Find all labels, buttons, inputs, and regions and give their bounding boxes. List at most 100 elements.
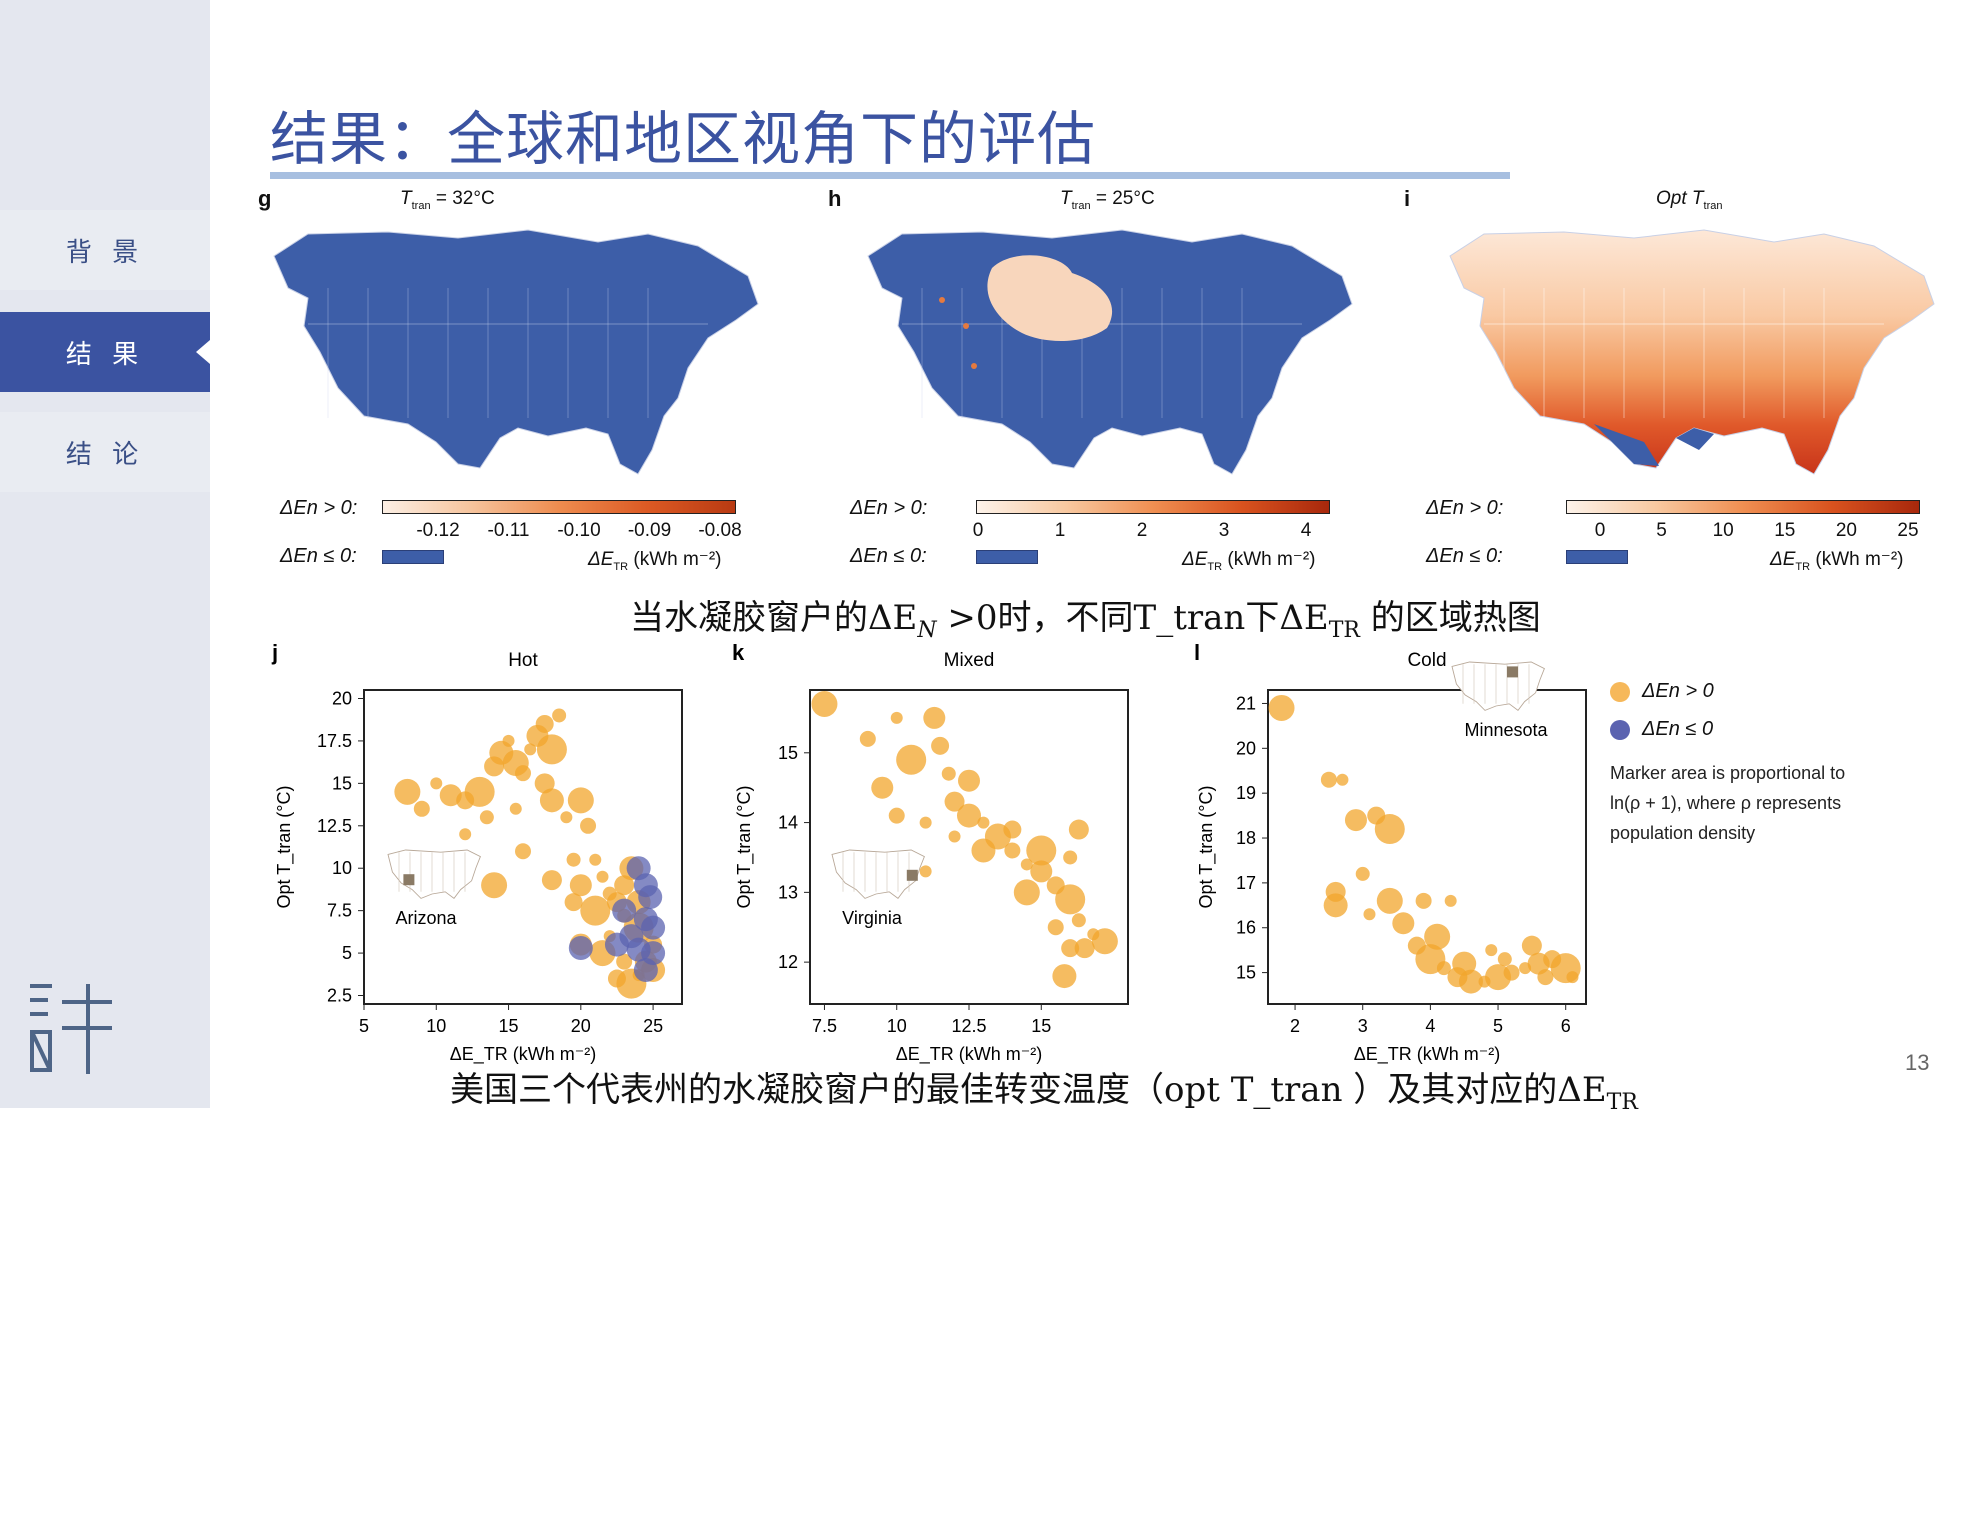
data-point-positive — [1485, 944, 1498, 957]
data-point-positive — [890, 711, 903, 724]
data-point-positive — [580, 895, 611, 926]
x-tick-label: 15 — [1031, 1016, 1051, 1036]
caption-text: 的区域热图 — [1359, 598, 1541, 638]
negative-swatch — [382, 550, 444, 564]
y-tick-label: 20 — [1236, 738, 1256, 758]
scatter-plot-l: l Cold 2 3 4 5 6 15 16 17 18 19 20 21 ΔE_TR (kWh m⁻²) O… — [1194, 640, 1587, 1065]
sidebar: 背 景 结 果 结 论 — [0, 0, 210, 1108]
map-title: Ttran = 25°C — [1060, 188, 1155, 212]
y-tick-label: 15 — [1236, 963, 1256, 983]
y-tick-label: 12.5 — [317, 816, 352, 836]
y-axis-label: Opt T_tran (°C) — [734, 786, 755, 909]
legend-negative-label: ΔEn ≤ 0: — [280, 545, 357, 567]
negative-swatch — [976, 550, 1038, 564]
sidebar-item-conclusion[interactable]: 结 论 — [0, 412, 210, 492]
colorbar — [382, 500, 736, 514]
x-axis-label: ΔE_TR (kWh m⁻²) — [896, 1044, 1043, 1065]
y-tick-label: 21 — [1236, 693, 1256, 713]
data-point-positive — [580, 817, 597, 834]
sidebar-item-label: 结 果 — [65, 339, 145, 370]
data-point-positive — [1392, 912, 1415, 935]
scatter-title: Mixed — [944, 650, 995, 671]
data-point-positive — [859, 730, 876, 747]
data-point-positive — [1415, 892, 1432, 909]
colorbar-tick: -0.08 — [698, 520, 742, 541]
y-tick-label: 16 — [1236, 918, 1256, 938]
data-point-positive — [944, 791, 965, 812]
orange-dot-icon — [1610, 681, 1630, 702]
colorbar-tick: 25 — [1897, 520, 1919, 541]
data-point-positive — [589, 853, 602, 866]
data-point-positive — [941, 766, 956, 781]
data-point-positive — [515, 765, 531, 782]
data-point-positive — [1013, 879, 1040, 906]
north-america-map — [867, 229, 1353, 475]
north-america-map — [1449, 229, 1935, 475]
caption-sub: N — [917, 617, 937, 643]
colorbar-tick: 0 — [972, 520, 984, 541]
data-point-negative — [638, 885, 663, 910]
colorbar-tick: 15 — [1774, 520, 1796, 541]
us-inset-map — [1451, 661, 1545, 712]
data-point-positive — [569, 874, 592, 897]
y-axis-label: Opt T_tran (°C) — [1196, 786, 1217, 909]
colorbar-tick: 5 — [1656, 520, 1667, 541]
data-point-positive — [394, 778, 421, 805]
data-point-positive — [564, 893, 583, 912]
x-tick-label: 12.5 — [951, 1016, 986, 1036]
data-point-positive — [1363, 908, 1376, 921]
colorbar-tick: -0.12 — [416, 520, 460, 541]
legend-negative-label: ΔEn ≤ 0: — [850, 545, 927, 567]
sidebar-item-label: 背 景 — [65, 237, 145, 268]
data-point-positive — [1068, 819, 1089, 840]
y-tick-label: 15 — [332, 773, 352, 793]
panel-letter: j — [271, 640, 278, 665]
panel-letter: i — [1404, 186, 1411, 211]
y-tick-label: 10 — [332, 858, 352, 878]
colorbar-tick: 0 — [1594, 520, 1606, 541]
data-point-positive — [1320, 771, 1337, 788]
data-point-positive — [1424, 923, 1451, 950]
data-point-positive — [552, 708, 567, 723]
data-point-positive — [1003, 820, 1022, 839]
data-point-positive — [1444, 894, 1457, 907]
colorbar-tick: 2 — [1136, 520, 1148, 541]
data-point-positive — [888, 807, 905, 824]
y-tick-label: 17 — [1236, 873, 1256, 893]
data-point-positive — [536, 734, 567, 765]
x-tick-label: 5 — [1493, 1016, 1503, 1036]
caption-text: 美国三个代表州的水凝胶窗户的最佳转变温度（opt T_tran ）及其对应的ΔE — [450, 1070, 1607, 1110]
data-point-positive — [541, 870, 562, 891]
colorbar — [1566, 500, 1920, 514]
data-point-positive — [1355, 866, 1370, 881]
logo-icon — [30, 984, 112, 1074]
data-point-positive — [896, 744, 927, 775]
caption-heatmaps: 当水凝胶窗户的ΔEN >0时，不同T_tran下ΔETR 的区域热图 — [630, 590, 1541, 643]
sidebar-item-results[interactable]: 结 果 — [0, 312, 210, 392]
data-point-positive — [515, 843, 531, 860]
data-point-negative — [641, 915, 666, 940]
colorbar-unit: ΔETR (kWh m⁻²) — [1770, 549, 1904, 573]
caption-scatters: 美国三个代表州的水凝胶窗户的最佳转变温度（opt T_tran ）及其对应的ΔE… — [450, 1062, 1638, 1115]
data-point-positive — [931, 736, 950, 755]
us-inset-map — [387, 849, 481, 900]
data-point-negative — [626, 856, 651, 881]
data-point-positive — [1020, 858, 1033, 871]
caption-sub: TR — [1328, 617, 1360, 643]
data-point-negative — [641, 941, 666, 966]
legend-positive-label: ΔEn > 0: — [1426, 497, 1504, 519]
data-point-positive — [534, 773, 555, 794]
sidebar-item-background[interactable]: 背 景 — [0, 210, 210, 290]
panel-letter: g — [258, 186, 272, 211]
state-label: Virginia — [842, 908, 903, 928]
colorbar-tick: 4 — [1300, 520, 1312, 541]
us-inset-map — [831, 849, 925, 900]
data-point-positive — [1497, 952, 1512, 967]
scatter-title: Cold — [1407, 650, 1446, 671]
y-tick-label: 15 — [778, 743, 798, 763]
data-point-positive — [413, 800, 430, 817]
panel-letter: k — [732, 640, 745, 665]
data-point-positive — [430, 777, 443, 790]
data-point-positive — [1055, 884, 1086, 915]
x-axis-label: ΔE_TR (kWh m⁻²) — [450, 1044, 597, 1065]
